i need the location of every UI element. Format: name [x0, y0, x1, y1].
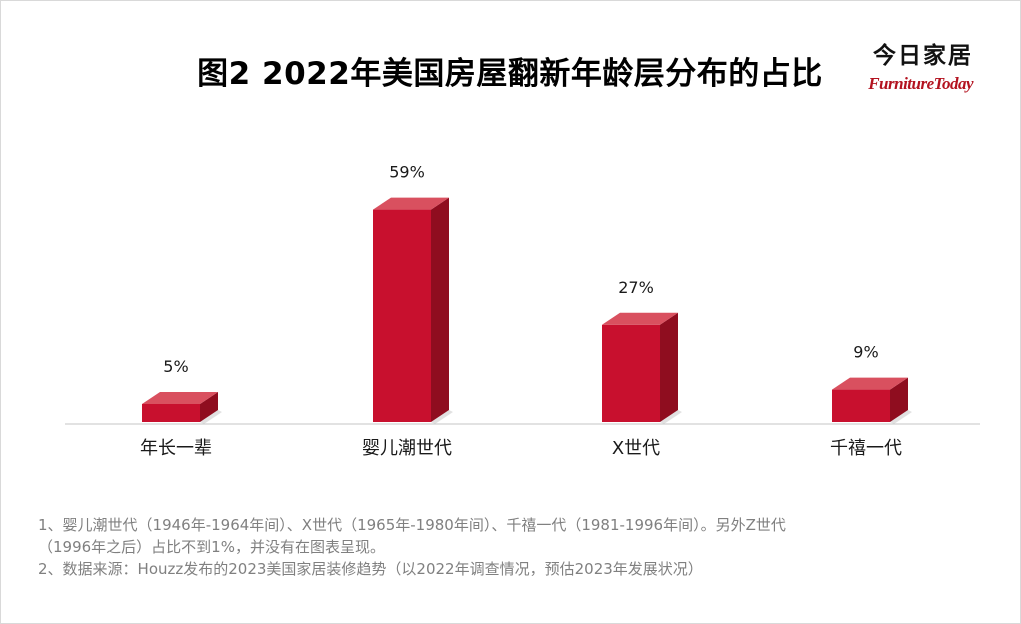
chart-title: 图2 2022年美国房屋翻新年龄层分布的占比	[197, 56, 823, 92]
brand-logo: 今日家居 FurnitureToday	[868, 36, 973, 94]
footnotes: 1、婴儿潮世代（1946年-1964年间）、X世代（1965年-1980年间）、…	[38, 514, 938, 580]
footnote-line: 1、婴儿潮世代（1946年-1964年间）、X世代（1965年-1980年间）、…	[38, 516, 786, 534]
bar-shadow	[890, 410, 912, 424]
bar-side	[890, 377, 908, 422]
bar	[373, 209, 431, 422]
bar	[142, 404, 200, 422]
bar-shadow	[431, 410, 453, 424]
brand-name-en: FurnitureToday	[868, 74, 973, 93]
x-tick-label: X世代	[612, 438, 660, 459]
bar-side	[431, 197, 449, 422]
x-tick-label: 年长一辈	[140, 438, 212, 459]
bar-shadow	[200, 410, 222, 424]
data-label: 59%	[389, 163, 425, 182]
data-label: 5%	[163, 357, 188, 376]
bar-shadow	[660, 410, 682, 424]
bar	[602, 324, 660, 422]
footnote-line: 2、数据来源：Houzz发布的2023美国家居装修趋势（以2022年调查情况，预…	[38, 560, 703, 578]
footnote-line: （1996年之后）占比不到1%，并没有在图表呈现。	[38, 538, 385, 556]
bar	[832, 389, 890, 422]
bar-top	[602, 312, 678, 325]
bar-chart: 5% 年长一辈 59% 婴儿潮世代 27% X世代 9% 千禧一代	[65, 163, 980, 459]
bar-top	[142, 392, 218, 404]
x-tick-label: 千禧一代	[830, 438, 902, 459]
bar-top	[832, 377, 908, 390]
data-label: 27%	[618, 278, 654, 297]
bar-top	[373, 197, 449, 210]
bar-side	[660, 312, 678, 422]
brand-name-cn: 今日家居	[873, 43, 973, 69]
x-tick-label: 婴儿潮世代	[362, 438, 452, 459]
bar-side	[200, 392, 218, 422]
data-label: 9%	[853, 343, 878, 362]
